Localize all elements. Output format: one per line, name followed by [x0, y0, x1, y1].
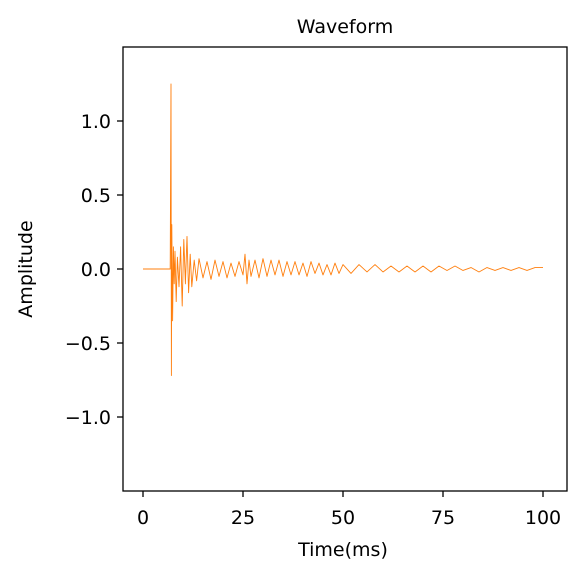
y-tick-label: −0.5: [65, 333, 111, 355]
waveform-series-line: [143, 83, 543, 377]
x-tick-label: 0: [137, 507, 149, 529]
x-tick-label: 25: [231, 507, 255, 529]
y-tick-label: −1.0: [65, 407, 111, 429]
x-axis-label: Time(ms): [297, 539, 388, 561]
y-axis-label: Amplitude: [15, 220, 37, 317]
x-tick-label: 75: [431, 507, 455, 529]
y-tick-label: 0.0: [81, 259, 111, 281]
x-axis-ticks: 0 25 50 75 100: [137, 491, 561, 529]
x-tick-label: 50: [331, 507, 355, 529]
y-axis-ticks: 1.0 0.5 0.0 −0.5 −1.0: [65, 111, 123, 429]
chart-title: Waveform: [297, 16, 393, 38]
y-tick-label: 0.5: [81, 185, 111, 207]
x-tick-label: 100: [525, 507, 561, 529]
plot-area: [143, 83, 543, 377]
y-tick-label: 1.0: [81, 111, 111, 133]
